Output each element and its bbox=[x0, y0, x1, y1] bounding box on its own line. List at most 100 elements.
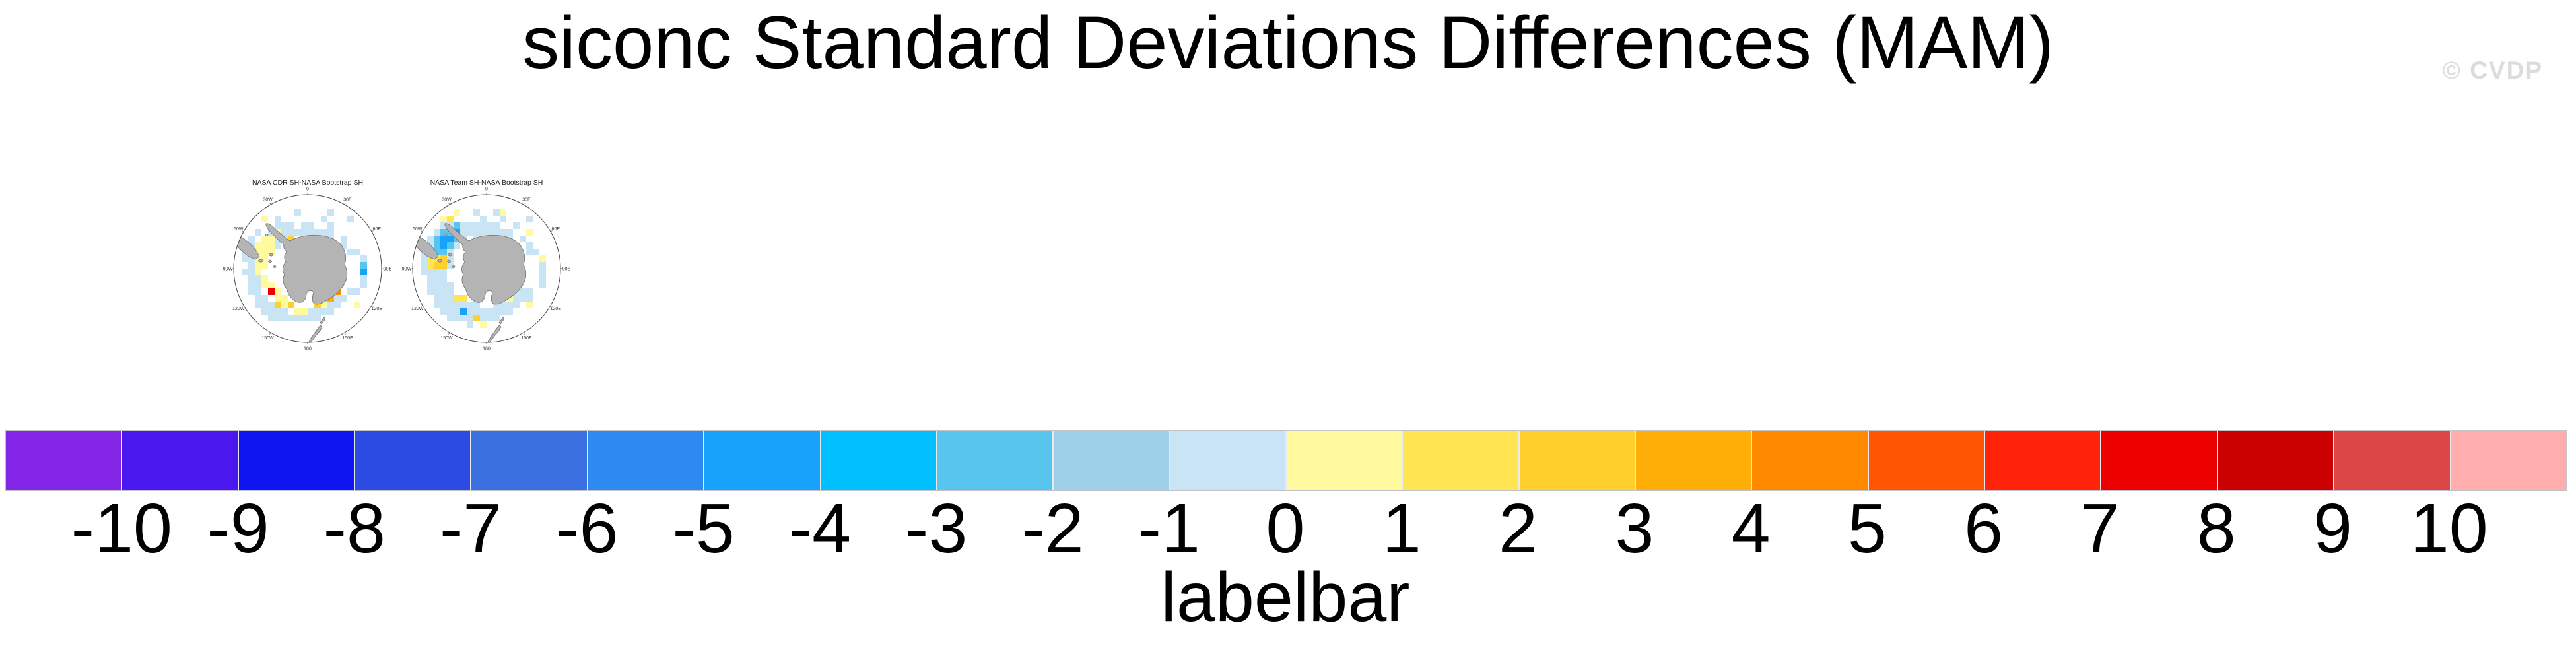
longitude-tick bbox=[421, 230, 423, 232]
longitude-tick bbox=[269, 203, 271, 205]
island bbox=[437, 259, 442, 263]
colorbar-cell bbox=[1170, 431, 1287, 490]
colorbar-tick: 3 bbox=[1615, 490, 1654, 567]
colorbar-cell bbox=[1054, 431, 1170, 490]
longitude-tick bbox=[344, 332, 346, 335]
colorbar-cell bbox=[1286, 431, 1404, 490]
longitude-label: 150E bbox=[521, 336, 532, 340]
colorbar-cell bbox=[821, 431, 937, 490]
colorbar-cell bbox=[1519, 431, 1637, 490]
colorbar-cell bbox=[1403, 431, 1520, 490]
longitude-label: 60E bbox=[373, 227, 382, 232]
island bbox=[452, 265, 456, 268]
longitude-label: 150W bbox=[261, 336, 274, 340]
colorbar-tick: -5 bbox=[672, 490, 735, 567]
longitude-label: 0 bbox=[485, 187, 488, 191]
colorbar bbox=[5, 430, 2567, 491]
longitude-tick bbox=[269, 332, 271, 335]
colorbar-cell bbox=[1985, 431, 2102, 490]
longitude-label: 150E bbox=[342, 336, 353, 340]
longitude-tick bbox=[371, 230, 374, 232]
island bbox=[265, 234, 269, 236]
map-panels: 0 30E 60E 90E 120E 150E 180 150W 120W 90W 60W 30W N… bbox=[219, 168, 576, 366]
longitude-label: 120W bbox=[411, 307, 424, 311]
longitude-label: 180 bbox=[304, 346, 312, 351]
longitude-tick bbox=[523, 203, 525, 205]
colorbar-tick: -8 bbox=[323, 490, 386, 567]
longitude-tick bbox=[371, 305, 374, 307]
page-title: siconc Standard Deviations Differences (… bbox=[522, 1, 2054, 84]
longitude-label: 150W bbox=[440, 336, 453, 340]
colorbar-tick: 4 bbox=[1731, 490, 1771, 567]
island bbox=[269, 253, 274, 257]
longitude-label: 30W bbox=[263, 198, 273, 203]
colorbar-cell bbox=[704, 431, 821, 490]
island bbox=[487, 325, 502, 342]
longitude-tick bbox=[550, 305, 553, 307]
island bbox=[258, 259, 263, 263]
longitude-label: 30W bbox=[442, 198, 452, 203]
island bbox=[498, 317, 505, 325]
colorbar-cell bbox=[2334, 431, 2451, 490]
longitude-label: 90E bbox=[562, 267, 571, 271]
longitude-tick bbox=[448, 203, 450, 205]
colorbar-tick: -10 bbox=[71, 490, 172, 567]
antarctica bbox=[265, 223, 348, 305]
colorbar-cell bbox=[1868, 431, 1986, 490]
longitude-tick bbox=[242, 230, 244, 232]
map-panel-nasa-team: 0 30E 60E 90E 120E 150E 180 150W 120W 90W 60W 30W N… bbox=[397, 168, 576, 366]
colorbar-cell bbox=[6, 431, 123, 490]
longitude-label: 120E bbox=[372, 307, 383, 311]
colorbar-cell bbox=[471, 431, 588, 490]
colorbar-tick: 5 bbox=[1847, 490, 1887, 567]
colorbar-cell bbox=[2101, 431, 2218, 490]
colorbar-cell bbox=[238, 431, 356, 490]
colorbar-caption: labelbar bbox=[1161, 558, 1410, 636]
map-plot-area: 0 30E 60E 90E 120E 150E 180 150W 120W 90W 60W 30W bbox=[223, 187, 392, 351]
colorbar-cell bbox=[937, 431, 1054, 490]
longitude-label: 60W bbox=[413, 227, 423, 232]
island bbox=[268, 259, 272, 263]
colorbar-tick: 1 bbox=[1382, 490, 1421, 567]
colorbar-tick: 6 bbox=[1964, 490, 2004, 567]
longitude-label: 30E bbox=[522, 198, 531, 203]
colorbar-tick: -6 bbox=[556, 490, 619, 567]
colorbar-cell bbox=[122, 431, 239, 490]
longitude-label: 90W bbox=[402, 267, 412, 271]
longitude-label: 0 bbox=[306, 187, 309, 191]
polar-map-svg: 0 30E 60E 90E 120E 150E 180 150W 120W 90W 60W 30W N… bbox=[223, 179, 392, 351]
colorbar-tick: 2 bbox=[1499, 490, 1538, 567]
longitude-label: 90W bbox=[223, 267, 233, 271]
colorbar-cell bbox=[2218, 431, 2335, 490]
longitude-label: 180 bbox=[483, 346, 491, 351]
colorbar-tick: -2 bbox=[1021, 490, 1084, 567]
colorbar-tick: 9 bbox=[2313, 490, 2352, 567]
island bbox=[448, 253, 453, 257]
antarctica bbox=[444, 223, 527, 305]
longitude-label: 120E bbox=[551, 307, 562, 311]
colorbar-tick: 0 bbox=[1266, 490, 1305, 567]
colorbar-tick: -9 bbox=[207, 490, 269, 567]
colorbar-cell bbox=[588, 431, 705, 490]
colorbar-cell bbox=[2451, 431, 2566, 490]
longitude-tick bbox=[242, 305, 244, 307]
longitude-label: 30E bbox=[343, 198, 352, 203]
map-clipped-content bbox=[234, 209, 372, 342]
colorbar-tick: 10 bbox=[2410, 490, 2488, 567]
island bbox=[273, 265, 277, 268]
island bbox=[444, 234, 448, 236]
longitude-label: 60W bbox=[234, 227, 244, 232]
longitude-label: 60E bbox=[552, 227, 560, 232]
map-panel-nasa-cdr: 0 30E 60E 90E 120E 150E 180 150W 120W 90W 60W 30W N… bbox=[219, 168, 397, 366]
colorbar-cell bbox=[1636, 431, 1753, 490]
map-panel-title: NASA CDR SH-NASA Bootstrap SH bbox=[252, 179, 363, 187]
colorbar-tick: -3 bbox=[905, 490, 968, 567]
island bbox=[320, 317, 326, 325]
polar-map-svg: 0 30E 60E 90E 120E 150E 180 150W 120W 90W 60W 30W N… bbox=[402, 179, 571, 351]
cvdp-watermark: © CVDP bbox=[2442, 57, 2543, 84]
island bbox=[308, 325, 323, 342]
longitude-tick bbox=[523, 332, 525, 335]
longitude-label: 120W bbox=[232, 307, 245, 311]
